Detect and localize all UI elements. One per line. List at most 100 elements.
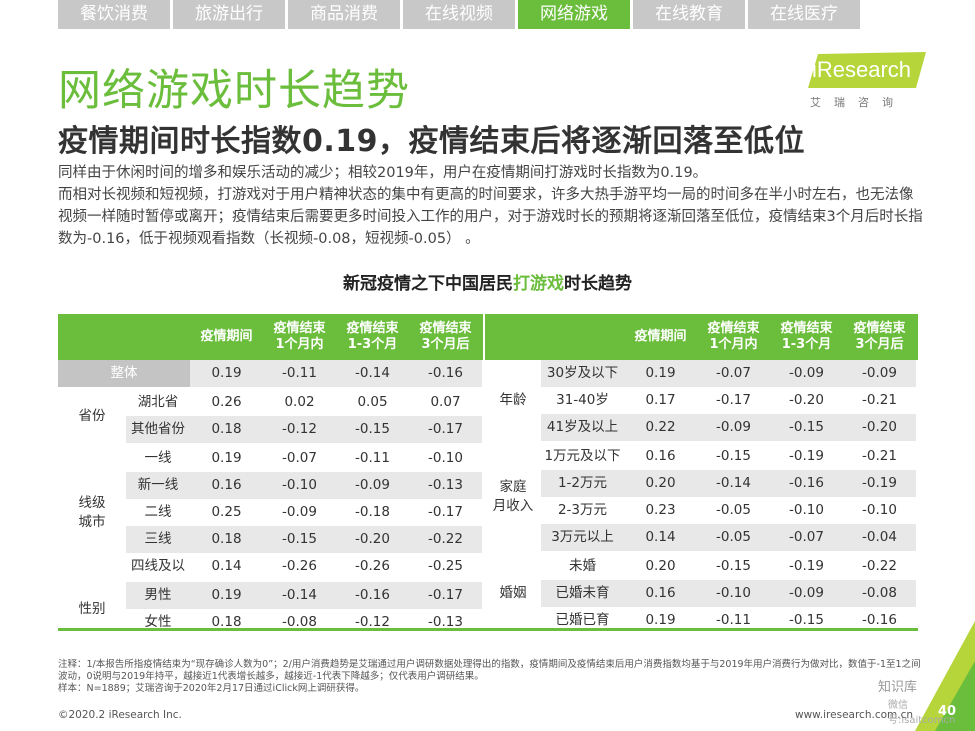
value-cell: -0.12 [282, 421, 317, 437]
value-cell: -0.16 [428, 365, 463, 381]
value-cell: 0.19 [211, 365, 242, 381]
tab-4[interactable]: 在线视频 [403, 0, 515, 29]
page-number: 40 [938, 704, 957, 719]
table-row: 已婚未育 0.16 -0.10 -0.09 -0.08 [541, 580, 916, 607]
column-header-right-1: 疫情期间 [634, 329, 687, 344]
value-cell: -0.07 [716, 365, 751, 381]
value-cell: -0.21 [862, 392, 897, 408]
description-line-1: 同样由于休闲时间的增多和娱乐活动的减少；相较2019年，用户在疫情期间打游戏时长… [58, 165, 708, 181]
value-cell: -0.10 [282, 477, 317, 493]
table-row: 已婚已育 0.19 -0.11 -0.15 -0.16 [541, 607, 916, 634]
value-cell: -0.10 [862, 502, 897, 518]
value-cell: -0.09 [789, 365, 824, 381]
column-header-left-2: 疫情结束 1个月内 [273, 321, 326, 352]
value-cell: 0.20 [645, 558, 676, 574]
value-cell: -0.14 [355, 365, 390, 381]
group-label-left: 省份 [58, 389, 126, 443]
value-cell: 0.18 [211, 531, 242, 547]
table-row: 男性 0.19 -0.14 -0.16 -0.17 [126, 582, 482, 609]
value-cell: -0.13 [428, 614, 463, 630]
table-center-divider [483, 314, 485, 630]
table-row: 1万元及以下 0.16 -0.15 -0.19 -0.21 [541, 443, 916, 470]
value-cell: 0.16 [645, 585, 676, 601]
row-label: 二线 [144, 504, 172, 520]
value-cell: -0.22 [862, 558, 897, 574]
iresearch-logo: iResearch 艾瑞咨询 [808, 52, 926, 110]
group-label-left: 线级 城市 [58, 445, 126, 580]
value-cell: -0.15 [355, 421, 390, 437]
row-label: 41岁及以上 [546, 419, 619, 435]
table-row: 女性 0.18 -0.08 -0.12 -0.13 [126, 609, 482, 636]
value-cell: 0.07 [430, 394, 461, 410]
value-cell: 0.18 [211, 421, 242, 437]
footnote-line-1: 注释：1/本报告所指疫情结束为“现存确诊人数为0”；2/用户消费趋势是艾瑞通过用… [58, 659, 921, 682]
value-cell: -0.17 [428, 504, 463, 520]
table-row: 31-40岁 0.17 -0.17 -0.20 -0.21 [541, 387, 916, 414]
value-cell: -0.09 [716, 419, 751, 435]
row-label: 2-3万元 [557, 502, 608, 518]
value-cell: -0.09 [355, 477, 390, 493]
table-row: 三线 0.18 -0.15 -0.20 -0.22 [126, 526, 482, 553]
row-label: 30岁及以下 [546, 365, 619, 381]
value-cell: -0.05 [716, 529, 751, 545]
row-label: 未婚 [569, 558, 596, 574]
value-cell: -0.17 [428, 421, 463, 437]
website: www.iresearch.com.cn [795, 709, 914, 721]
row-label: 四线及以下 [131, 558, 185, 601]
tab-3[interactable]: 商品消费 [288, 0, 400, 29]
tab-6[interactable]: 在线教育 [633, 0, 745, 29]
tab-2[interactable]: 旅游出行 [173, 0, 285, 29]
value-cell: -0.09 [282, 504, 317, 520]
row-label: 整体 [58, 360, 190, 387]
tab-7[interactable]: 在线医疗 [748, 0, 860, 29]
group-label-left: 性别 [58, 582, 126, 636]
value-cell: 0.05 [357, 394, 388, 410]
corner-decoration [915, 621, 975, 731]
table-title-pre: 新冠疫情之下中国居民 [343, 274, 513, 294]
column-header-left-4: 疫情结束 3个月后 [419, 321, 472, 352]
row-label: 女性 [144, 614, 172, 630]
value-cell: -0.22 [428, 531, 463, 547]
value-cell: -0.04 [862, 529, 897, 545]
table-title-highlight: 打游戏 [513, 274, 564, 294]
value-cell: 0.17 [645, 392, 676, 408]
value-cell: -0.10 [789, 502, 824, 518]
value-cell: 0.02 [284, 394, 315, 410]
value-cell: 0.18 [211, 614, 242, 630]
value-cell: -0.16 [355, 587, 390, 603]
row-label: 男性 [144, 587, 172, 603]
value-cell: -0.09 [862, 365, 897, 381]
value-cell: -0.15 [716, 558, 751, 574]
value-cell: 0.16 [211, 477, 242, 493]
top-tab-bar: 餐饮消费 旅游出行 商品消费 在线视频 网络游戏 在线教育 在线医疗 [58, 0, 860, 29]
page-subtitle: 疫情期间时长指数0.19，疫情结束后将逐渐回落至低位 [58, 124, 806, 159]
table-title-post: 时长趋势 [564, 274, 632, 294]
tab-1[interactable]: 餐饮消费 [58, 0, 170, 29]
value-cell: 0.25 [211, 504, 242, 520]
value-cell: 0.23 [645, 502, 676, 518]
value-cell: -0.08 [862, 585, 897, 601]
value-cell: 0.14 [211, 558, 242, 574]
value-cell: -0.20 [789, 392, 824, 408]
value-cell: -0.25 [428, 558, 463, 574]
value-cell: -0.10 [428, 450, 463, 466]
value-cell: 0.19 [645, 612, 676, 628]
value-cell: -0.15 [789, 419, 824, 435]
value-cell: -0.16 [789, 475, 824, 491]
table-header-left [58, 314, 483, 360]
value-cell: -0.17 [428, 587, 463, 603]
table-row: 二线 0.25 -0.09 -0.18 -0.17 [126, 499, 482, 526]
value-cell: -0.20 [862, 419, 897, 435]
value-cell: -0.17 [716, 392, 751, 408]
tab-5[interactable]: 网络游戏 [518, 0, 630, 29]
table-row: 湖北省 0.26 0.02 0.05 0.07 [126, 389, 482, 416]
value-cell: -0.18 [355, 504, 390, 520]
row-label: 已婚未育 [555, 585, 610, 601]
row-label: 已婚已育 [555, 612, 610, 628]
value-cell: 0.14 [645, 529, 676, 545]
column-header-left-3: 疫情结束 1-3个月 [346, 321, 399, 352]
table-row: 四线及以下 0.14 -0.26 -0.26 -0.25 [126, 553, 482, 601]
table-bottom-rule [58, 628, 918, 631]
footnote-line-2: 样本：N=1889；艾瑞咨询于2020年2月17日通过iClick网上调研获得。 [58, 683, 365, 694]
table-title: 新冠疫情之下中国居民打游戏时长趋势 [0, 269, 975, 294]
